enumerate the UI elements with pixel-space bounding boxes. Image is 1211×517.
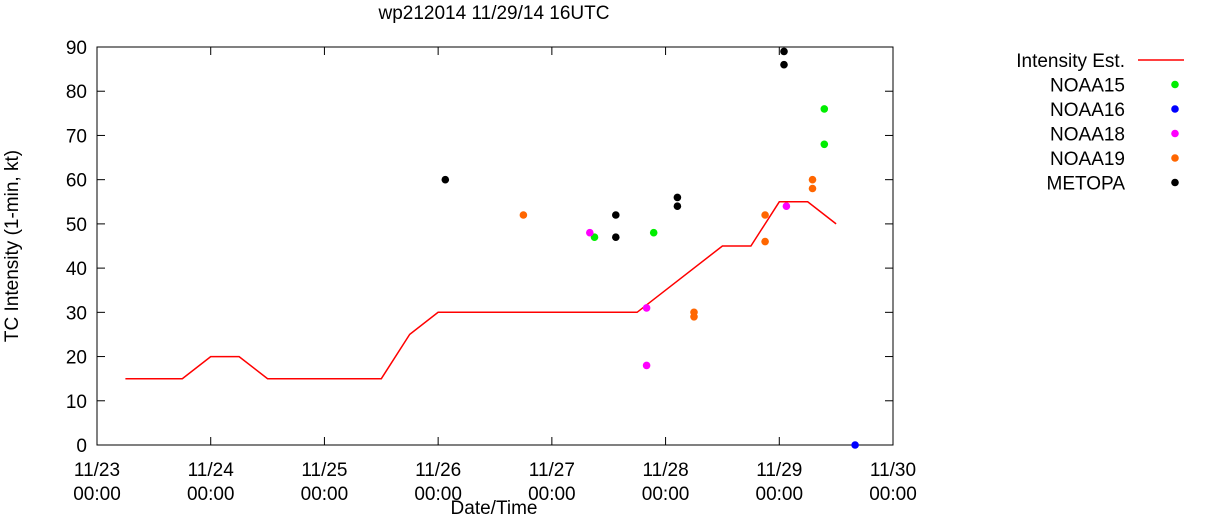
legend-label-metopa: METOPA: [1047, 174, 1126, 195]
data-point-metopa: [780, 47, 788, 56]
data-point-noaa19: [761, 237, 769, 246]
legend-swatch-noaa19: [1171, 154, 1179, 162]
x-axis: 11/23 00:00 11/24 00:00 11/25 00:00 11/26 00:00…: [73, 47, 917, 505]
data-point-metopa: [612, 233, 620, 241]
legend: Intensity Est. NOAA15 NOAA16 NOAA18 NOAA19 ME…: [1016, 51, 1184, 195]
x-tick-label-date: 11/27: [529, 460, 575, 481]
legend-label-noaa19: NOAA19: [1050, 149, 1125, 170]
x-tick-label-time: 00:00: [301, 484, 349, 505]
x-tick-label-time: 00:00: [869, 484, 917, 505]
legend-swatch-metopa: [1171, 178, 1179, 187]
x-tick-label-time: 00:00: [73, 484, 121, 505]
data-point-noaa19: [761, 211, 769, 219]
data-point-metopa: [441, 175, 450, 184]
data-point-noaa19: [808, 184, 817, 193]
data-point-noaa15: [590, 233, 599, 241]
y-tick-label: 0: [76, 436, 87, 457]
data-point-noaa19: [808, 175, 817, 184]
data-point-metopa: [673, 202, 682, 210]
legend-label-intensity-est: Intensity Est.: [1016, 51, 1125, 72]
data-point-noaa15: [820, 140, 829, 149]
x-tick-label-date: 11/30: [870, 460, 916, 481]
y-tick-label: 20: [66, 348, 87, 369]
data-point-noaa15: [649, 228, 658, 237]
data-point-metopa: [612, 211, 620, 219]
legend-swatch-noaa18: [1171, 129, 1179, 138]
x-axis-label: Date/Time: [451, 498, 538, 517]
x-tick-label-time: 00:00: [414, 484, 462, 505]
data-point-noaa19: [690, 313, 698, 321]
y-tick-label: 30: [66, 303, 87, 324]
y-axis-label: TC Intensity (1-min, kt): [2, 150, 23, 342]
x-tick-label-date: 11/25: [301, 460, 347, 481]
data-point-metopa: [673, 193, 682, 202]
x-tick-label-date: 11/28: [643, 460, 689, 481]
data-point-noaa18: [642, 361, 651, 370]
x-tick-label-date: 11/24: [188, 460, 235, 481]
data-point-noaa18: [642, 304, 651, 312]
data-point-noaa15: [820, 105, 829, 113]
x-tick-label-time: 00:00: [528, 484, 576, 505]
legend-swatch-noaa15: [1171, 80, 1179, 89]
legend-label-noaa16: NOAA16: [1050, 100, 1125, 121]
x-tick-label-time: 00:00: [187, 484, 235, 505]
y-tick-label: 40: [66, 259, 87, 280]
plot-area-border: [96, 46, 894, 446]
legend-swatch-noaa16: [1171, 105, 1179, 113]
y-tick-label: 80: [66, 82, 87, 103]
x-tick-label-time: 00:00: [756, 484, 804, 505]
plot-marks: [125, 47, 859, 449]
data-point-noaa18: [782, 202, 791, 210]
legend-label-noaa15: NOAA15: [1050, 76, 1125, 97]
y-tick-label: 50: [66, 215, 87, 236]
data-point-noaa16: [851, 441, 859, 449]
data-point-metopa: [780, 60, 788, 69]
x-tick-label-date: 11/29: [756, 460, 802, 481]
x-tick-label-time: 00:00: [642, 484, 690, 505]
x-tick-label-date: 11/26: [415, 460, 461, 481]
y-tick-label: 60: [66, 171, 87, 192]
y-tick-label: 70: [66, 126, 87, 147]
series-line-intensity-est: [125, 201, 837, 380]
chart-title: wp212014 11/29/14 16UTC: [378, 3, 610, 24]
y-axis: 0 10 20 30 40 50 60 70 80 90: [66, 38, 893, 457]
data-point-noaa18: [586, 228, 594, 237]
data-point-noaa19: [519, 211, 528, 219]
y-tick-label: 10: [66, 392, 87, 413]
y-tick-label: 90: [66, 38, 87, 59]
x-tick-label-date: 11/23: [74, 460, 120, 481]
legend-label-noaa18: NOAA18: [1050, 125, 1125, 146]
